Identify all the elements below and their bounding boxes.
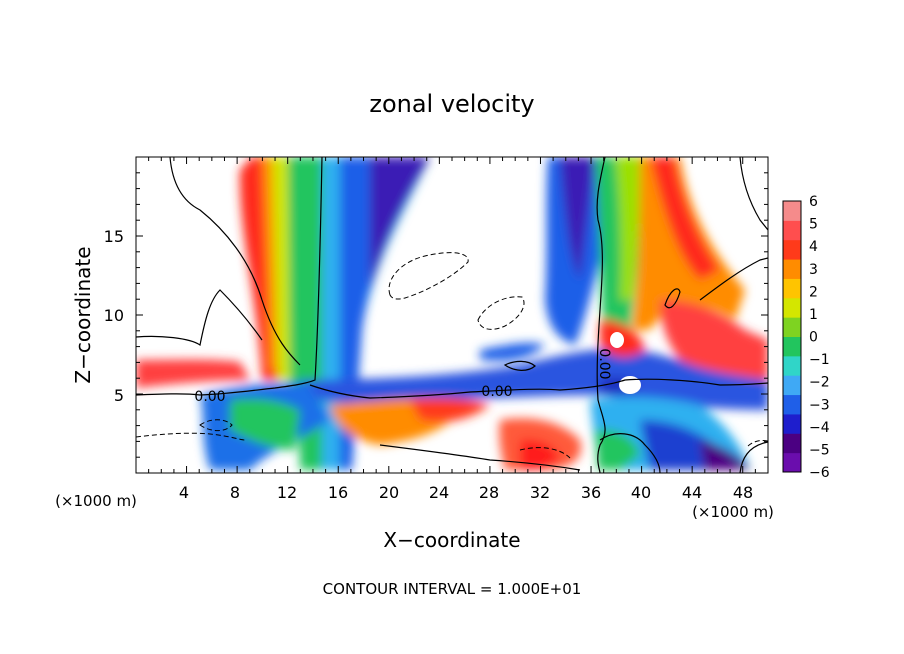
contour-label: 0.00	[481, 384, 512, 400]
chart-title: zonal velocity	[369, 90, 534, 118]
colorbar-swatch	[783, 452, 801, 473]
x-axis-label: X−coordinate	[383, 528, 520, 552]
x-unit-left: (×1000 m)	[55, 492, 137, 510]
contour-interval-note: CONTOUR INTERVAL = 1.000E+01	[323, 580, 582, 598]
x-tick-label: 36	[581, 483, 601, 502]
colorbar-label: −6	[809, 465, 830, 481]
y-tick-label: 5	[114, 386, 124, 405]
x-tick-label: 8	[230, 483, 240, 502]
colorbar-swatch	[783, 375, 801, 396]
x-unit-right: (×1000 m)	[692, 503, 774, 521]
colorbar-label: 1	[809, 307, 818, 323]
colorbar-swatch	[783, 297, 801, 318]
x-axis-ticks	[148, 157, 756, 473]
contour-label: 0.00	[194, 389, 225, 405]
y-tick-label: 15	[104, 227, 124, 246]
colorbar-swatch	[783, 355, 801, 376]
colorbar-swatch	[783, 278, 801, 299]
colorbar-label: −4	[809, 420, 830, 436]
x-tick-label: 12	[277, 483, 297, 502]
x-tick-label: 44	[682, 483, 702, 502]
x-tick-label: 40	[631, 483, 651, 502]
colorbar-swatch	[783, 317, 801, 337]
colorbar-swatch	[783, 239, 801, 260]
x-tick-label: 16	[328, 483, 348, 502]
contour-label: 0.00	[596, 348, 612, 379]
colorbar-label: −5	[809, 442, 830, 458]
colorbar-label: −2	[809, 375, 830, 391]
y-tick-label: 10	[104, 306, 124, 325]
colorbar-swatch	[783, 201, 801, 221]
x-tick-label: 4	[179, 483, 189, 502]
colorbar-label: 4	[809, 239, 818, 255]
y-axis-label: Z−coordinate	[71, 246, 95, 383]
colorbar-label: 2	[809, 284, 818, 300]
colorbar-swatch	[783, 336, 801, 357]
colorbar-label: 6	[809, 194, 818, 210]
colorbar-swatch	[783, 413, 801, 434]
x-tick-label: 32	[530, 483, 550, 502]
colorbar-swatch	[783, 394, 801, 415]
colorbar-label: −1	[809, 352, 830, 368]
colorbar-swatch	[783, 433, 801, 454]
velocity-field: 0.00 0.00 0.00	[136, 157, 768, 473]
colorbar-labels: 6 5 4 3 2 1 0 −1 −2 −3 −4 −5 −6	[809, 194, 830, 481]
x-tick-label: 48	[733, 483, 753, 502]
colorbar-label: −3	[809, 397, 830, 413]
y-axis-ticks	[136, 172, 768, 458]
colorbar-swatch	[783, 220, 801, 241]
colorbar-swatch	[783, 259, 801, 279]
x-tick-label: 28	[479, 483, 499, 502]
colorbar	[782, 200, 802, 473]
colorbar-label: 0	[809, 330, 818, 346]
colorbar-frame	[782, 200, 802, 473]
colorbar-label: 5	[809, 217, 818, 233]
colorbar-label: 3	[809, 262, 818, 278]
x-tick-label: 20	[379, 483, 399, 502]
x-tick-label: 24	[429, 483, 449, 502]
